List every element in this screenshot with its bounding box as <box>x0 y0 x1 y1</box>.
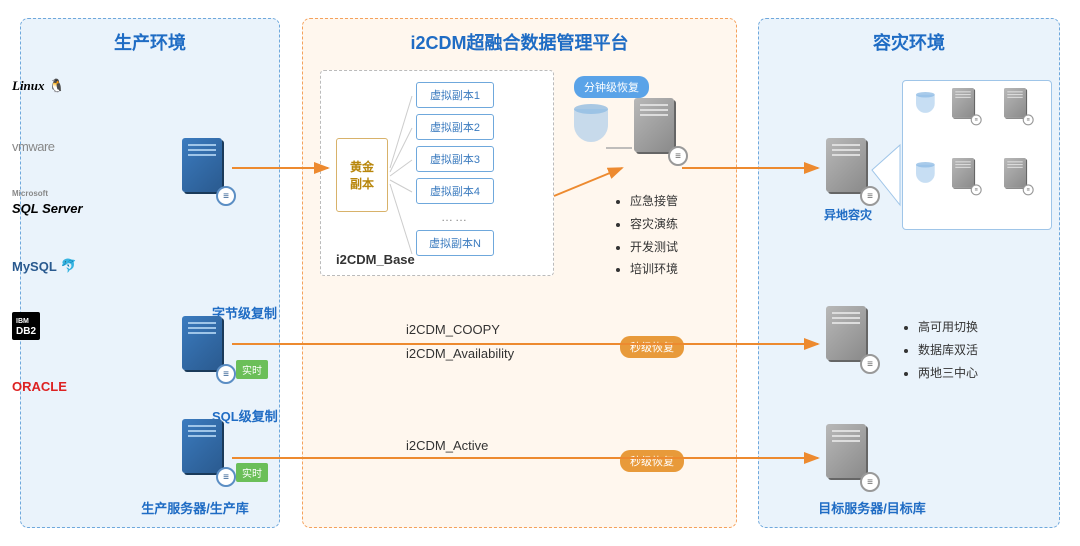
logo-sqlserver: MicrosoftSQL Server <box>12 190 102 222</box>
logo-oracle: ORACLE <box>12 370 102 402</box>
prod-title: 生产环境 <box>21 19 279 59</box>
mini-srv-4: ≡ <box>1004 158 1030 193</box>
logo-column: Linux🐧 vmware MicrosoftSQL Server MySQL🐬… <box>12 70 102 402</box>
copy-2: 虚拟副本2 <box>416 114 494 140</box>
copy-n: 虚拟副本N <box>416 230 494 256</box>
mini-db-2 <box>916 162 935 183</box>
copy-4: 虚拟副本4 <box>416 178 494 204</box>
sec-badge-1: 秒级恢复 <box>620 336 684 358</box>
logo-vmware: vmware <box>12 130 102 162</box>
gold-copy-box: 黄金 副本 <box>336 138 388 212</box>
logo-linux: Linux🐧 <box>12 70 102 102</box>
dr-server-1: ≡ <box>826 138 874 202</box>
base-label: i2CDM_Base <box>336 252 415 267</box>
logo-mysql: MySQL🐬 <box>12 250 102 282</box>
mini-srv-1: ≡ <box>952 88 978 123</box>
copy-1: 虚拟副本1 <box>416 82 494 108</box>
mid-title: i2CDM超融合数据管理平台 <box>303 19 736 59</box>
dr-title: 容灾环境 <box>759 19 1059 59</box>
dr-server-3: ≡ <box>826 424 874 488</box>
realtime-tag-1: 实时 <box>236 360 268 379</box>
remote-label: 异地容灾 <box>824 206 872 223</box>
copy-dots: …… <box>416 210 494 224</box>
mini-db-1 <box>916 92 935 113</box>
logo-db2: IBMDB2 <box>12 310 102 342</box>
sec-badge-2: 秒级恢复 <box>620 450 684 472</box>
platform-server: ≡ <box>634 98 682 162</box>
prod-server-2: ≡ <box>182 316 230 380</box>
active-label: i2CDM_Active <box>406 438 488 453</box>
prod-caption: 生产服务器/生产库 <box>110 498 280 517</box>
virtual-copies: 虚拟副本1 虚拟副本2 虚拟副本3 虚拟副本4 …… 虚拟副本N <box>416 82 494 256</box>
coopy-label: i2CDM_COOPY <box>406 322 500 337</box>
dr-server-2: ≡ <box>826 306 874 370</box>
mini-srv-2: ≡ <box>1004 88 1030 123</box>
dr-bullets: 高可用切换 数据库双活 两地三中心 <box>902 316 978 384</box>
realtime-tag-2: 实时 <box>236 463 268 482</box>
db-icon-1 <box>574 104 608 142</box>
dr-caption: 目标服务器/目标库 <box>792 498 952 517</box>
avail-label: i2CDM_Availability <box>406 346 514 361</box>
mid-bullets: 应急接管 容灾演练 开发测试 培训环境 <box>614 190 678 281</box>
prod-server-1: ≡ <box>182 138 230 202</box>
mini-srv-3: ≡ <box>952 158 978 193</box>
minute-badge: 分钟级恢复 <box>574 76 649 98</box>
copy-3: 虚拟副本3 <box>416 146 494 172</box>
prod-server-3: ≡ <box>182 419 230 483</box>
